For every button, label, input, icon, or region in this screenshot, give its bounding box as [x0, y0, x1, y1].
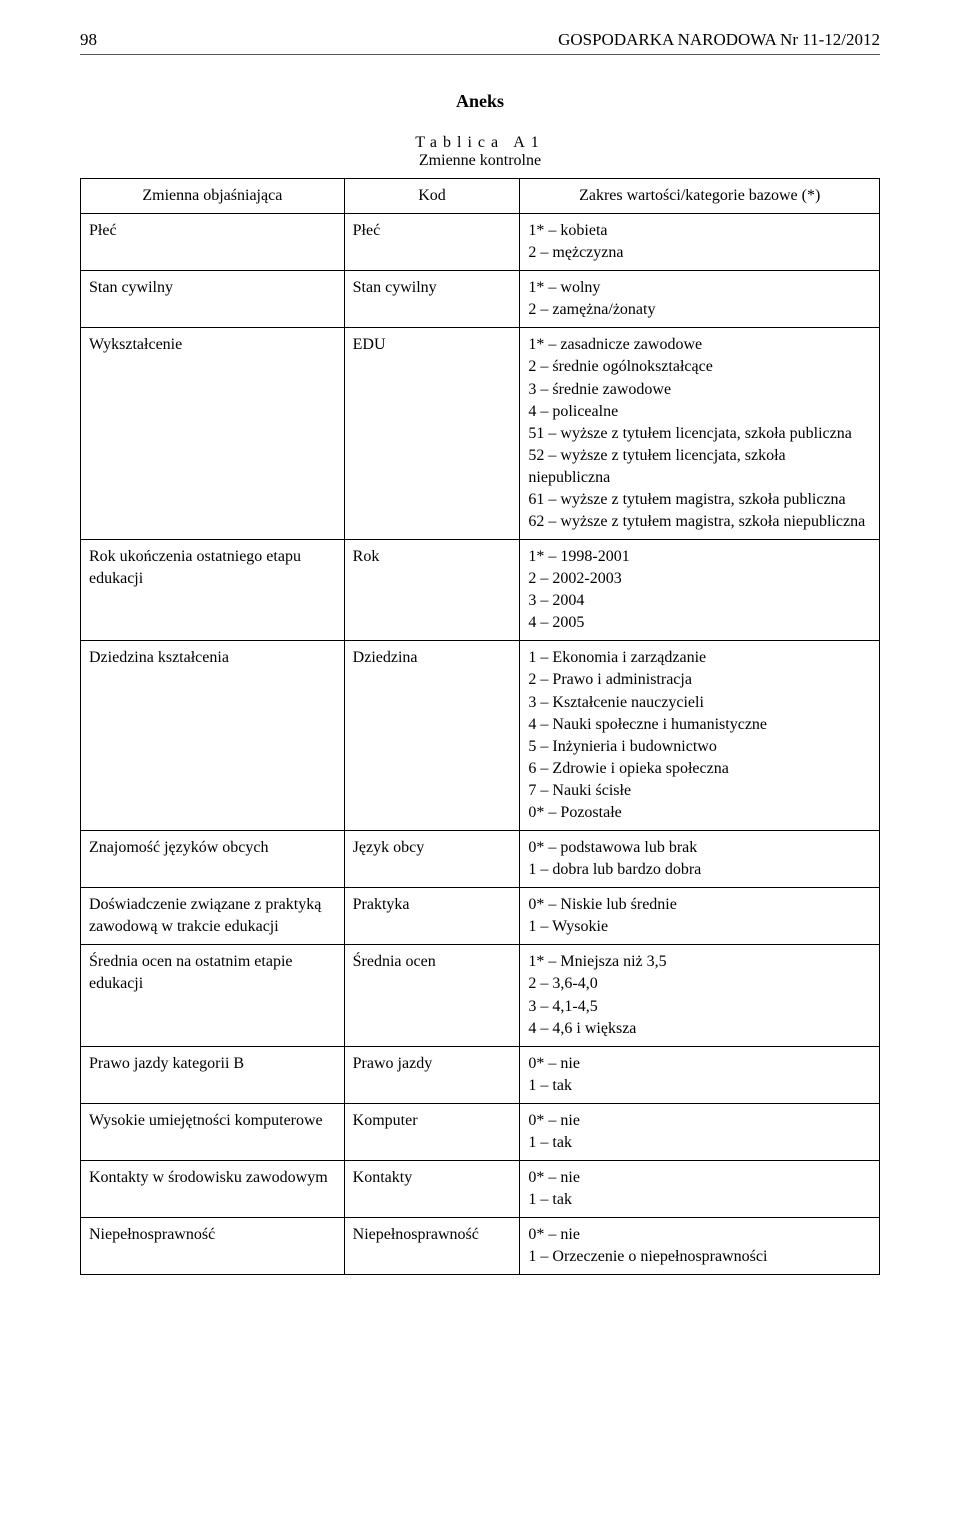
page-container: 98 GOSPODARKA NARODOWA Nr 11-12/2012 Ane… — [0, 0, 960, 1532]
table-row: Prawo jazdy kategorii B Prawo jazdy 0* –… — [81, 1046, 880, 1103]
cell-code: Komputer — [344, 1103, 520, 1160]
cell-variable: Wysokie umiejętności komputerowe — [81, 1103, 345, 1160]
cell-values: 1* – wolny2 – zamężna/żonaty — [520, 271, 880, 328]
cell-values: 1* – kobieta2 – mężczyzna — [520, 214, 880, 271]
table-row: Średnia ocen na ostatnim etapie edukacji… — [81, 945, 880, 1046]
col-header-values: Zakres wartości/kategorie bazowe (*) — [520, 179, 880, 214]
controls-table: Zmienna objaśniająca Kod Zakres wartości… — [80, 178, 880, 1275]
cell-values: 1* – zasadnicze zawodowe2 – średnie ogól… — [520, 328, 880, 540]
cell-variable: Średnia ocen na ostatnim etapie edukacji — [81, 945, 345, 1046]
table-row: Doświadczenie związane z praktyką zawodo… — [81, 888, 880, 945]
cell-variable: Wykształcenie — [81, 328, 345, 540]
cell-values: 0* – Niskie lub średnie1 – Wysokie — [520, 888, 880, 945]
running-header: 98 GOSPODARKA NARODOWA Nr 11-12/2012 — [80, 30, 880, 55]
table-subtitle: Zmienne kontrolne — [80, 152, 880, 170]
cell-code: EDU — [344, 328, 520, 540]
table-header-row: Zmienna objaśniająca Kod Zakres wartości… — [81, 179, 880, 214]
cell-code: Rok — [344, 540, 520, 641]
cell-values: 1* – Mniejsza niż 3,52 – 3,6-4,03 – 4,1-… — [520, 945, 880, 1046]
cell-code: Płeć — [344, 214, 520, 271]
cell-code: Kontakty — [344, 1160, 520, 1217]
cell-variable: Płeć — [81, 214, 345, 271]
cell-variable: Stan cywilny — [81, 271, 345, 328]
cell-variable: Kontakty w środowisku zawodowym — [81, 1160, 345, 1217]
cell-values: 0* – nie1 – tak — [520, 1103, 880, 1160]
col-header-variable: Zmienna objaśniająca — [81, 179, 345, 214]
cell-variable: Prawo jazdy kategorii B — [81, 1046, 345, 1103]
col-header-code: Kod — [344, 179, 520, 214]
cell-variable: Doświadczenie związane z praktyką zawodo… — [81, 888, 345, 945]
table-caption: Tablica A1 — [80, 134, 880, 152]
cell-variable: Rok ukończenia ostatniego etapu edukacji — [81, 540, 345, 641]
table-row: Niepełnosprawność Niepełnosprawność 0* –… — [81, 1218, 880, 1275]
table-row: Znajomość języków obcych Język obcy 0* –… — [81, 831, 880, 888]
cell-values: 0* – podstawowa lub brak1 – dobra lub ba… — [520, 831, 880, 888]
cell-values: 0* – nie1 – tak — [520, 1160, 880, 1217]
table-row: Płeć Płeć 1* – kobieta2 – mężczyzna — [81, 214, 880, 271]
table-row: Stan cywilny Stan cywilny 1* – wolny2 – … — [81, 271, 880, 328]
cell-code: Stan cywilny — [344, 271, 520, 328]
cell-variable: Znajomość języków obcych — [81, 831, 345, 888]
cell-values: 1 – Ekonomia i zarządzanie2 – Prawo i ad… — [520, 641, 880, 831]
cell-code: Praktyka — [344, 888, 520, 945]
cell-values: 0* – nie1 – tak — [520, 1046, 880, 1103]
cell-code: Dziedzina — [344, 641, 520, 831]
cell-code: Średnia ocen — [344, 945, 520, 1046]
aneks-title: Aneks — [80, 91, 880, 112]
cell-code: Język obcy — [344, 831, 520, 888]
cell-values: 1* – 1998-20012 – 2002-20033 – 20044 – 2… — [520, 540, 880, 641]
table-row: Rok ukończenia ostatniego etapu edukacji… — [81, 540, 880, 641]
table-row: Kontakty w środowisku zawodowym Kontakty… — [81, 1160, 880, 1217]
cell-code: Prawo jazdy — [344, 1046, 520, 1103]
table-row: Wysokie umiejętności komputerowe Kompute… — [81, 1103, 880, 1160]
table-body: Płeć Płeć 1* – kobieta2 – mężczyzna Stan… — [81, 214, 880, 1275]
cell-variable: Niepełnosprawność — [81, 1218, 345, 1275]
page-number: 98 — [80, 30, 97, 50]
cell-variable: Dziedzina kształcenia — [81, 641, 345, 831]
cell-values: 0* – nie1 – Orzeczenie o niepełnosprawno… — [520, 1218, 880, 1275]
table-row: Wykształcenie EDU 1* – zasadnicze zawodo… — [81, 328, 880, 540]
running-head-text: GOSPODARKA NARODOWA Nr 11-12/2012 — [558, 30, 880, 50]
cell-code: Niepełnosprawność — [344, 1218, 520, 1275]
table-row: Dziedzina kształcenia Dziedzina 1 – Ekon… — [81, 641, 880, 831]
